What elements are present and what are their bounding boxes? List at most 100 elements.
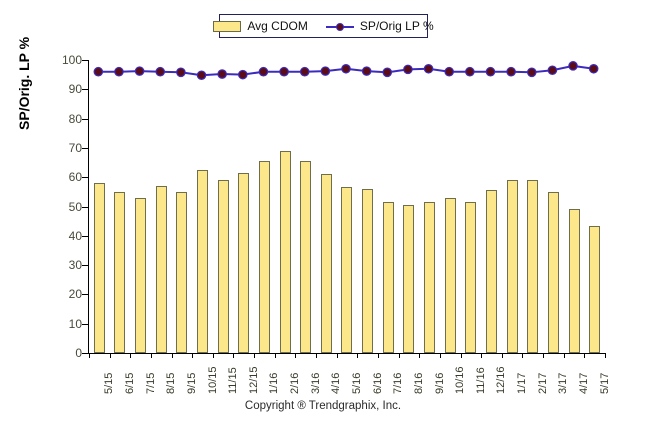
bar-item[interactable] xyxy=(419,60,440,353)
bar-item[interactable] xyxy=(295,60,316,353)
y-axis-tick-label: 60 xyxy=(68,170,82,185)
y-axis-tick xyxy=(82,60,88,61)
x-axis-tick xyxy=(543,353,545,358)
bar-item[interactable] xyxy=(357,60,378,353)
x-axis-tick xyxy=(481,353,483,358)
bar[interactable] xyxy=(506,180,518,353)
x-axis-tick-label: 3/17 xyxy=(557,372,570,394)
y-axis-tick xyxy=(82,206,88,208)
bar-item[interactable] xyxy=(522,60,543,353)
bar-item[interactable] xyxy=(337,60,358,353)
bar[interactable] xyxy=(135,197,147,353)
x-axis-tick xyxy=(89,353,90,358)
bar[interactable] xyxy=(176,191,188,353)
x-axis-tick-label: 11/15 xyxy=(227,367,240,394)
bar[interactable] xyxy=(547,191,559,353)
y-axis-tick xyxy=(82,323,88,325)
bar-item[interactable] xyxy=(110,60,131,353)
bar-item[interactable] xyxy=(192,60,213,353)
bar-item[interactable] xyxy=(399,60,420,353)
x-axis-tick xyxy=(130,353,132,358)
bar-item[interactable] xyxy=(254,60,275,353)
x-axis-tick-label: 2/17 xyxy=(536,372,549,394)
bar-item[interactable] xyxy=(151,60,172,353)
x-axis-tick-label: 12/15 xyxy=(247,366,260,394)
bar-item[interactable] xyxy=(378,60,399,353)
bar[interactable] xyxy=(279,150,291,353)
x-axis-tick xyxy=(377,353,379,358)
bar-item[interactable] xyxy=(584,60,605,353)
x-axis-tick-label: 10/15 xyxy=(206,366,219,394)
bar[interactable] xyxy=(485,190,497,353)
x-axis-tick xyxy=(316,353,318,358)
y-axis-tick-label: 20 xyxy=(68,287,82,302)
x-axis-tick-label: 5/17 xyxy=(598,372,611,394)
legend-label-avg-cdom: Avg CDOM xyxy=(247,19,308,33)
bar[interactable] xyxy=(589,225,601,353)
x-axis-tick-label: 6/16 xyxy=(371,372,384,394)
x-axis-tick xyxy=(522,353,524,358)
bar-item[interactable] xyxy=(172,60,193,353)
y-axis-tick xyxy=(82,294,88,296)
bar-item[interactable] xyxy=(89,60,110,353)
y-axis-tick-label: 10 xyxy=(68,316,82,331)
bar[interactable] xyxy=(258,161,270,353)
legend-swatch-bar-icon xyxy=(213,20,242,32)
bar-item[interactable] xyxy=(440,60,461,353)
bar-item[interactable] xyxy=(233,60,254,353)
bar[interactable] xyxy=(320,174,332,353)
bar[interactable] xyxy=(114,191,126,353)
x-axis-tick xyxy=(605,353,606,358)
y-axis-tick xyxy=(82,353,88,354)
x-axis-tick xyxy=(150,353,152,358)
x-axis-tick-label: 12/16 xyxy=(495,366,508,394)
bar[interactable] xyxy=(300,161,312,353)
bar[interactable] xyxy=(403,205,415,353)
y-axis-tick-label: 50 xyxy=(68,199,82,214)
bar[interactable] xyxy=(238,172,250,353)
bar-item[interactable] xyxy=(461,60,482,353)
x-axis-tick xyxy=(419,353,421,358)
bar-item[interactable] xyxy=(213,60,234,353)
x-axis-tick xyxy=(439,353,441,358)
x-axis-tick xyxy=(254,353,256,358)
x-axis-tick-label: 7/16 xyxy=(392,372,405,394)
x-axis-tick xyxy=(171,353,173,358)
y-axis-tick xyxy=(82,118,88,120)
legend-line-marker-icon xyxy=(325,21,354,32)
x-axis-tick-label: 9/16 xyxy=(433,372,446,394)
y-axis-tick-label: 100 xyxy=(61,53,82,67)
bar[interactable] xyxy=(155,186,167,353)
x-axis-tick xyxy=(584,353,586,358)
legend-label-sp-orig-lp: SP/Orig LP % xyxy=(359,19,434,33)
bar-item[interactable] xyxy=(564,60,585,353)
bar[interactable] xyxy=(362,188,374,353)
y-axis-tick-label: 90 xyxy=(68,82,82,97)
bar[interactable] xyxy=(527,180,539,353)
bar[interactable] xyxy=(382,202,394,353)
bar-item[interactable] xyxy=(502,60,523,353)
x-axis-tick xyxy=(357,353,359,358)
y-axis-tick-label: 80 xyxy=(68,111,82,126)
bar[interactable] xyxy=(197,169,208,353)
bar-item[interactable] xyxy=(481,60,502,353)
x-axis-tick-label: 2/16 xyxy=(289,372,302,394)
bar[interactable] xyxy=(93,183,105,353)
x-axis-tick-label: 1/17 xyxy=(516,372,529,394)
bar[interactable] xyxy=(341,187,353,353)
y-axis-tick-label: 70 xyxy=(68,140,82,155)
x-axis-tick-label: 5/16 xyxy=(351,372,363,394)
x-axis-tick xyxy=(501,353,503,358)
bar[interactable] xyxy=(217,180,229,353)
x-axis-tick xyxy=(109,353,111,358)
bar[interactable] xyxy=(568,209,580,353)
bar[interactable] xyxy=(444,197,456,353)
bar[interactable] xyxy=(424,202,436,353)
bar-item[interactable] xyxy=(543,60,564,353)
bar-item[interactable] xyxy=(130,60,151,353)
bar-item[interactable] xyxy=(275,60,296,353)
bar-item[interactable] xyxy=(316,60,337,353)
chart-legend: Avg CDOM SP/Orig LP % xyxy=(213,14,434,38)
bar[interactable] xyxy=(465,202,477,353)
